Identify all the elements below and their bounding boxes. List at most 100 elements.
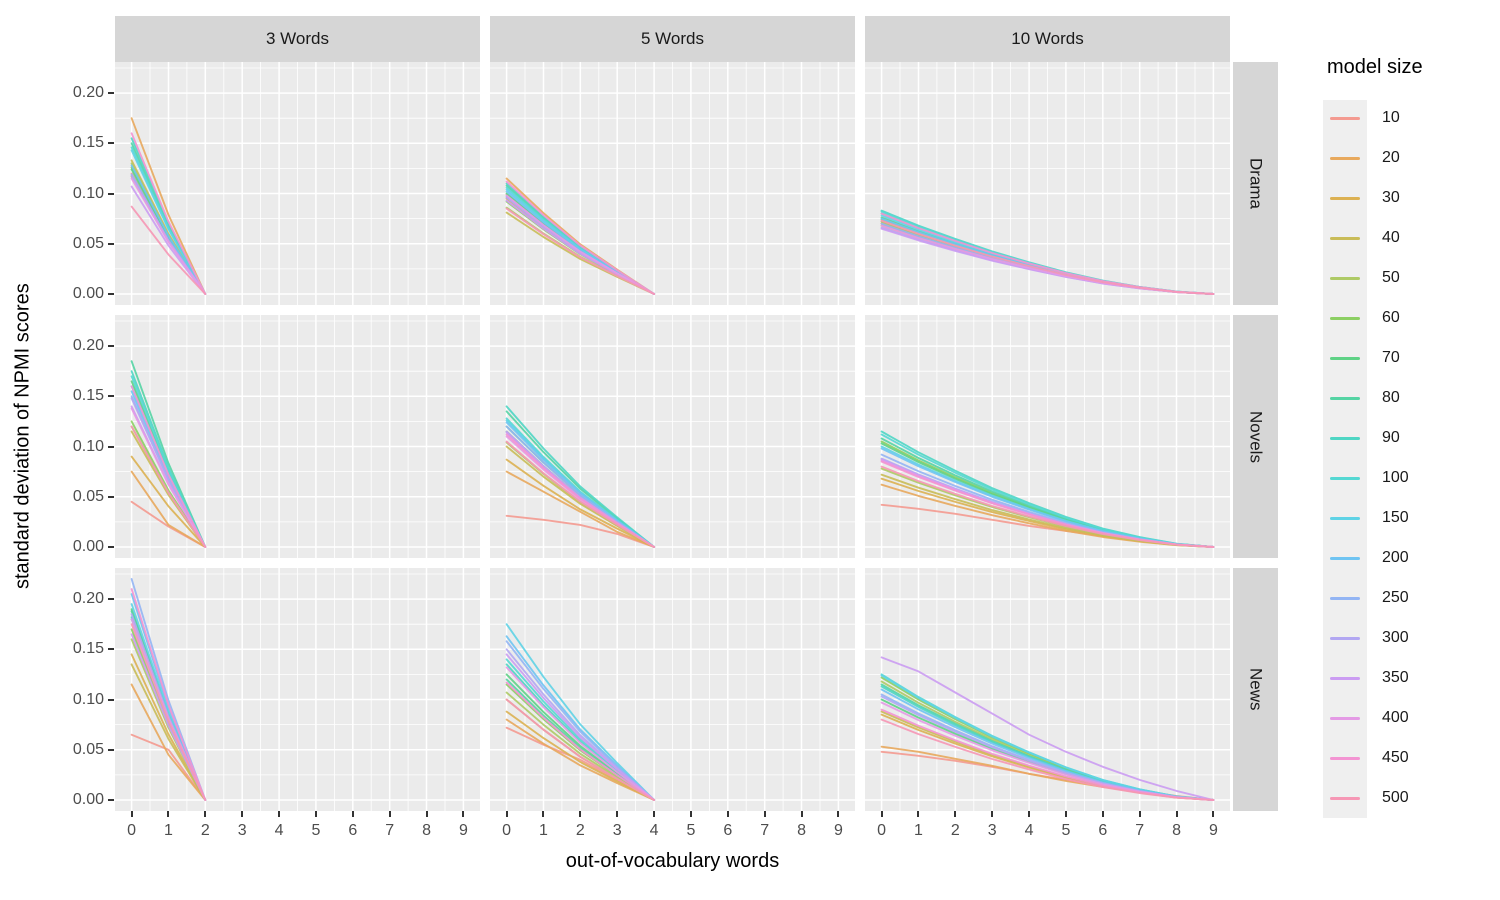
series-line-30 (505, 458, 656, 548)
x-tick-mark (579, 811, 582, 817)
x-tick-label: 4 (1024, 822, 1034, 839)
x-tick-mark (505, 811, 508, 817)
x-tick-mark (653, 811, 656, 817)
facet-strip-5-words-label: 5 Words (641, 29, 704, 48)
x-tick-label: 4 (649, 822, 659, 839)
x-tick-mark (837, 811, 840, 817)
legend-key-line-200 (1330, 556, 1360, 560)
legend-key-line-20 (1330, 156, 1360, 160)
x-tick-label: 6 (723, 822, 733, 839)
legend-entry-label-20: 20 (1382, 149, 1400, 166)
legend-key-line-40 (1330, 236, 1360, 240)
series-line-500 (505, 207, 656, 295)
legend-entry-label-500: 500 (1382, 789, 1409, 806)
legend-key-line-400 (1330, 716, 1360, 720)
y-tick-mark (108, 395, 114, 398)
legend-key-line-70 (1330, 356, 1360, 360)
series-line-150 (130, 149, 207, 295)
x-tick-mark (1175, 811, 1178, 817)
x-tick-label: 8 (422, 822, 431, 839)
series-line-20 (505, 718, 656, 801)
panel-drama-3-words (115, 62, 480, 305)
series-line-400 (130, 407, 207, 548)
x-tick-mark (991, 811, 994, 817)
facet-strip-news-label: News (1246, 668, 1266, 711)
series-line-40 (130, 663, 207, 801)
x-tick-mark (1212, 811, 1215, 817)
y-tick-mark (108, 545, 114, 548)
x-tick-mark (726, 811, 729, 817)
legend-entry-label-40: 40 (1382, 229, 1400, 246)
legend-entry-label-450: 450 (1382, 749, 1409, 766)
legend-entry-label-50: 50 (1382, 269, 1400, 286)
x-tick-label: 3 (612, 822, 622, 839)
panel-news-10-words (865, 568, 1230, 811)
series-line-500 (880, 219, 1215, 295)
series-line-500 (130, 623, 207, 801)
x-tick-label: 3 (237, 822, 247, 839)
y-tick-mark (108, 445, 114, 448)
legend-entry-label-200: 200 (1382, 549, 1409, 566)
legend-key-line-30 (1330, 196, 1360, 200)
legend-key-line-150 (1330, 516, 1360, 520)
y-tick-mark (108, 242, 114, 245)
x-tick-label: 8 (797, 822, 806, 839)
series-line-20 (130, 470, 207, 548)
x-tick-mark (689, 811, 692, 817)
x-tick-label: 5 (686, 822, 696, 839)
panel-novels-5-words (490, 315, 855, 558)
facet-strip-drama: Drama (1233, 62, 1278, 305)
series-line-20 (505, 470, 656, 548)
x-axis-title: out-of-vocabulary words (565, 850, 780, 872)
series-line-450 (130, 132, 207, 295)
facet-strip-news: News (1233, 568, 1278, 811)
y-tick-label: 0.20 (72, 337, 104, 355)
y-tick-label: 0.10 (72, 690, 104, 708)
panel-news-5-words (490, 568, 855, 811)
y-tick-label: 0.00 (72, 537, 104, 555)
series-line-500 (505, 698, 656, 801)
x-tick-label: 9 (458, 822, 468, 839)
y-tick-mark (108, 345, 114, 348)
y-tick-mark (108, 648, 114, 651)
x-tick-label: 2 (575, 822, 585, 839)
legend-entry-label-80: 80 (1382, 389, 1400, 406)
x-tick-label: 3 (987, 822, 997, 839)
series-line-20 (130, 117, 207, 295)
panel-drama-10-words (865, 62, 1230, 305)
legend-entry-label-350: 350 (1382, 669, 1409, 686)
y-tick-label: 0.15 (72, 387, 104, 405)
legend-key-line-450 (1330, 756, 1360, 760)
x-tick-label: 4 (274, 822, 284, 839)
y-tick-mark (108, 142, 114, 145)
panel-drama-5-words (490, 62, 855, 305)
legend-keys-background (1323, 100, 1367, 818)
y-tick-mark (108, 192, 114, 195)
series-line-350 (505, 653, 656, 801)
series-line-500 (505, 440, 656, 548)
y-tick-label: 0.05 (72, 234, 104, 252)
y-tick-label: 0.00 (72, 284, 104, 302)
series-line-30 (130, 455, 207, 548)
x-tick-mark (616, 811, 619, 817)
facet-strip-novels-label: Novels (1246, 410, 1266, 463)
y-tick-label: 0.15 (72, 640, 104, 658)
x-tick-label: 5 (1061, 822, 1071, 839)
facet-strip-3-words-label: 3 Words (266, 29, 329, 48)
facet-strip-10-words-label: 10 Words (1011, 29, 1084, 48)
legend-entry-label-300: 300 (1382, 629, 1409, 646)
x-tick-mark (388, 811, 391, 817)
x-tick-mark (542, 811, 545, 817)
x-tick-label: 7 (385, 822, 395, 839)
legend-key-line-60 (1330, 316, 1360, 320)
series-line-400 (130, 177, 207, 295)
x-tick-mark (1028, 811, 1031, 817)
x-tick-label: 8 (1172, 822, 1181, 839)
y-tick-label: 0.10 (72, 184, 104, 202)
x-tick-mark (462, 811, 465, 817)
x-tick-label: 7 (760, 822, 770, 839)
x-tick-mark (954, 811, 957, 817)
legend-entry-label-10: 10 (1382, 109, 1400, 126)
series-line-150 (505, 623, 656, 801)
panel-news-3-words (115, 568, 480, 811)
